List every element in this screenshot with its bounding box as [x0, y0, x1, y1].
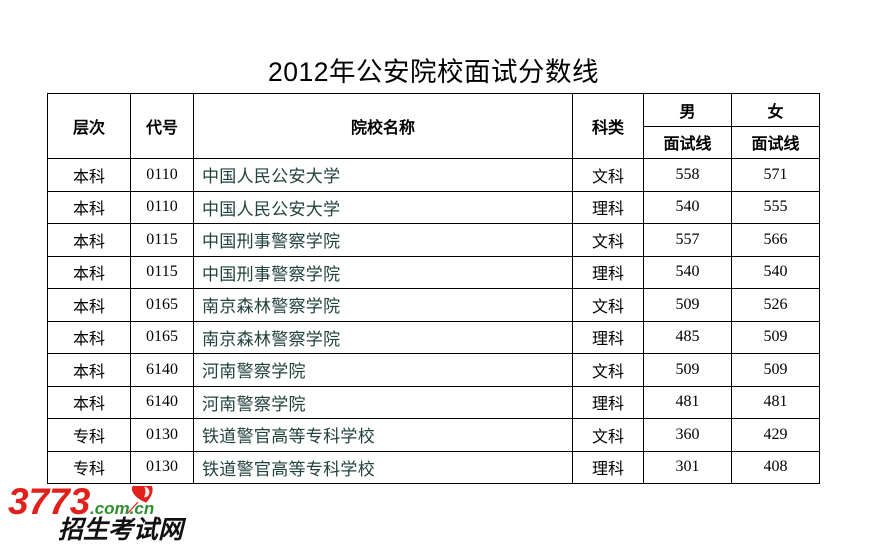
svg-text:招生考试网: 招生考试网 — [58, 516, 187, 544]
